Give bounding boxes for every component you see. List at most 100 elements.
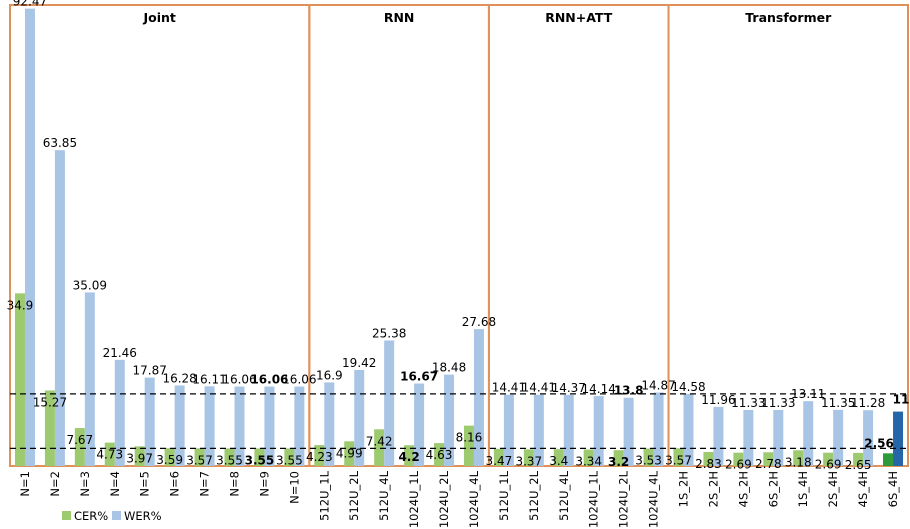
tick-label: N=4 bbox=[108, 471, 122, 497]
tick-label: 512U_4L bbox=[377, 470, 391, 520]
label-wer: 16.11 bbox=[192, 372, 226, 386]
label-cer: 3.55 bbox=[216, 453, 243, 467]
bar-cer bbox=[613, 450, 624, 466]
bar-cer bbox=[493, 448, 504, 466]
bar-cer bbox=[883, 453, 894, 466]
label-wer: 21.46 bbox=[103, 346, 137, 360]
label-wer: 14.41 bbox=[522, 381, 556, 395]
bar-cer bbox=[643, 448, 654, 466]
tick-label: N=9 bbox=[257, 471, 271, 497]
bar-cer bbox=[733, 452, 744, 466]
bar-wer bbox=[54, 150, 65, 467]
group-title-2: RNN+ATT bbox=[545, 10, 613, 25]
bar-cer bbox=[14, 293, 25, 466]
bar-cer bbox=[194, 448, 205, 466]
label-wer: 16.06 bbox=[282, 373, 316, 387]
bar-wer bbox=[803, 401, 814, 466]
label-wer: 18.48 bbox=[432, 361, 466, 375]
tick-label: 2S_4H bbox=[826, 471, 840, 507]
tick-label: 1S_2H bbox=[677, 471, 691, 507]
bar-wer bbox=[623, 397, 634, 466]
tick-label: 1024U_2L bbox=[437, 470, 451, 528]
label-cer: 3.59 bbox=[156, 453, 183, 467]
label-cer: 4.63 bbox=[426, 448, 453, 462]
label-wer: 25.38 bbox=[372, 326, 406, 340]
label-cer: 3.34 bbox=[575, 454, 602, 468]
bar-wer bbox=[324, 382, 335, 466]
bar-cer bbox=[134, 446, 145, 466]
bar-wer bbox=[414, 383, 425, 466]
label-cer: 3.4 bbox=[549, 454, 568, 468]
tick-label: N=6 bbox=[168, 471, 182, 497]
bar-wer bbox=[473, 329, 484, 466]
label-cer: 2.56 bbox=[864, 436, 894, 450]
group-box-1 bbox=[308, 4, 490, 467]
label-cer: 3.57 bbox=[186, 453, 213, 467]
tick-label: 1024U_1L bbox=[407, 470, 421, 528]
tick-label: 512U_1L bbox=[317, 470, 331, 520]
label-wer: 16.06 bbox=[222, 373, 256, 387]
legend-swatch-wer bbox=[112, 511, 121, 520]
label-wer: 11.33 bbox=[761, 396, 795, 410]
bar-wer bbox=[444, 374, 455, 466]
tick-label: 1S_4H bbox=[796, 471, 810, 507]
tick-label: 512U_4L bbox=[557, 470, 571, 520]
label-wer: 35.09 bbox=[73, 278, 107, 292]
bar-wer bbox=[863, 410, 874, 466]
bar-cer bbox=[104, 442, 115, 466]
bar-cer bbox=[74, 428, 85, 466]
bar-cer bbox=[703, 452, 714, 466]
label-wer: 19.42 bbox=[342, 356, 376, 370]
bar-wer bbox=[773, 409, 784, 466]
tick-label: 1024U_2L bbox=[617, 470, 631, 528]
tick-label: 4S_4H bbox=[856, 471, 870, 507]
tick-label: 512U_2L bbox=[527, 470, 541, 520]
label-cer: 15.27 bbox=[33, 395, 67, 409]
label-cer: 2.83 bbox=[695, 457, 722, 471]
label-wer: 13.8 bbox=[614, 384, 644, 398]
legend-label-cer: CER% bbox=[74, 509, 108, 523]
bar-wer bbox=[713, 406, 724, 466]
label-cer: 3.97 bbox=[126, 451, 153, 465]
tick-label: 1024U_1L bbox=[587, 470, 601, 528]
label-wer: 27.68 bbox=[462, 315, 496, 329]
bar-cer bbox=[404, 445, 415, 466]
label-cer: 4.73 bbox=[96, 448, 123, 462]
label-wer: 11.28 bbox=[851, 396, 885, 410]
tick-label: N=3 bbox=[78, 471, 92, 497]
bar-wer bbox=[593, 396, 604, 466]
label-wer: 16.28 bbox=[162, 371, 196, 385]
bar-wer bbox=[24, 8, 35, 466]
label-wer: 11.96 bbox=[701, 393, 735, 407]
bar-wer bbox=[354, 369, 365, 466]
tick-label: 6S_2H bbox=[766, 471, 780, 507]
group-title-3: Transformer bbox=[745, 10, 832, 25]
bar-cer bbox=[44, 390, 55, 466]
tick-label: 1024U_4L bbox=[647, 470, 661, 528]
tick-label: 2S_2H bbox=[706, 471, 720, 507]
bar-wer bbox=[743, 409, 754, 466]
label-wer: 14.58 bbox=[671, 380, 705, 394]
bar-wer bbox=[384, 340, 395, 466]
bar-cer bbox=[583, 449, 594, 466]
label-wer: 13.11 bbox=[791, 387, 825, 401]
tick-label: N=2 bbox=[48, 471, 62, 497]
label-wer: 92.47 bbox=[13, 0, 47, 9]
bar-cer bbox=[523, 449, 534, 466]
bar-wer bbox=[503, 394, 514, 466]
bar-wer bbox=[653, 392, 664, 466]
group-title-1: RNN bbox=[384, 10, 415, 25]
label-cer: 2.69 bbox=[725, 458, 752, 472]
label-wer: 16.9 bbox=[316, 368, 343, 382]
legend-label-wer: WER% bbox=[124, 509, 162, 523]
bar-cer bbox=[553, 449, 564, 466]
label-cer: 7.42 bbox=[366, 434, 393, 448]
bar-cer bbox=[793, 450, 804, 466]
label-wer: 11.33 bbox=[731, 396, 765, 410]
label-wer: 17.87 bbox=[133, 364, 167, 378]
label-cer: 3.57 bbox=[665, 453, 692, 467]
label-wer: 16.06 bbox=[250, 373, 288, 387]
bar-cer bbox=[823, 452, 834, 466]
label-wer: 16.67 bbox=[400, 370, 438, 384]
